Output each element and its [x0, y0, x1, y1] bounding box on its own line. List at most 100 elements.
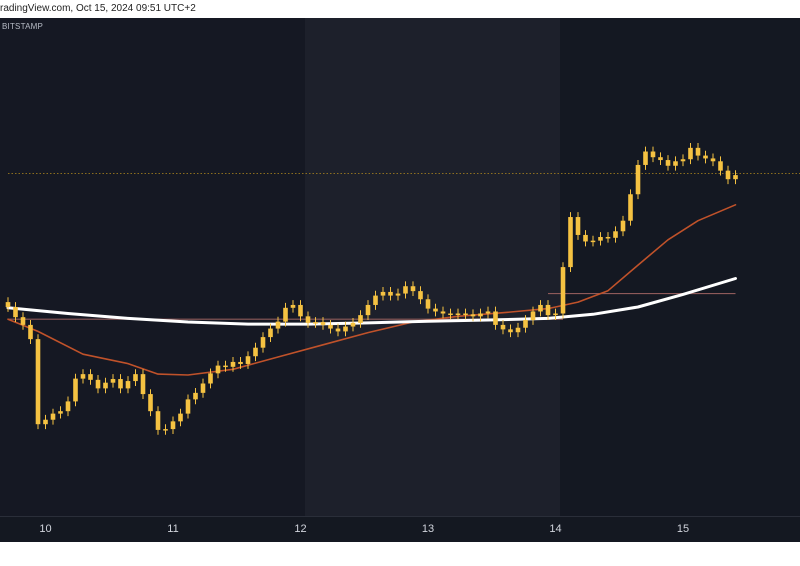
- candle-body: [13, 306, 18, 318]
- candle-body: [28, 324, 33, 340]
- candle-body: [388, 291, 393, 296]
- candle-body: [358, 315, 363, 323]
- candle-body: [703, 155, 708, 159]
- candle-body: [320, 322, 326, 325]
- candle-body: [313, 322, 318, 324]
- candle-body: [20, 317, 26, 325]
- candle-body: [718, 161, 723, 171]
- candle-body: [163, 429, 168, 431]
- candle-body: [613, 231, 618, 238]
- x-tick-label: 12: [294, 523, 307, 535]
- candle-body: [508, 329, 513, 333]
- x-tick-label: 14: [549, 523, 562, 535]
- candle-body: [695, 147, 701, 156]
- candle-body: [275, 321, 281, 329]
- candle-body: [35, 339, 41, 425]
- candle-body: [208, 373, 213, 384]
- candle-body: [545, 304, 551, 316]
- candle-body: [485, 311, 491, 314]
- candle-body: [5, 302, 11, 307]
- candle-body: [688, 147, 693, 160]
- candle-body: [538, 304, 543, 312]
- candle-body: [463, 313, 468, 315]
- candle-body: [73, 378, 78, 402]
- candle-body: [568, 217, 573, 268]
- candle-body: [620, 220, 626, 232]
- candle-body: [650, 151, 656, 158]
- candle-body: [155, 411, 161, 430]
- candle-body: [268, 328, 273, 338]
- candle-body: [440, 311, 446, 314]
- candle-body: [215, 365, 221, 374]
- candle-body: [410, 286, 416, 292]
- candle-body: [223, 365, 228, 368]
- candle-body: [95, 379, 101, 389]
- candle-body: [418, 291, 423, 300]
- candle-body: [335, 328, 341, 332]
- candle-body: [605, 236, 611, 239]
- candle-body: [50, 413, 56, 420]
- candle-body: [110, 379, 116, 383]
- candle-body: [80, 374, 86, 379]
- candle-body: [230, 361, 236, 367]
- candle-body: [140, 374, 146, 395]
- candle-body: [665, 160, 671, 166]
- candle-body: [283, 307, 288, 322]
- candle-body: [635, 164, 641, 195]
- candle-body: [65, 401, 71, 412]
- watermark-header: radingView.com, Oct 15, 2024 09:51 UTC+2: [0, 0, 800, 18]
- candle-body: [193, 392, 198, 400]
- candle-body: [395, 293, 401, 296]
- candle-body: [455, 313, 461, 315]
- candle-body: [590, 240, 596, 243]
- candle-body: [425, 299, 431, 309]
- session-band-3: [560, 18, 800, 516]
- candle-body: [125, 381, 131, 389]
- ma-fast-line: [7, 204, 737, 376]
- price-plot[interactable]: [0, 18, 800, 516]
- session-band-2: [305, 18, 560, 516]
- candle-body: [380, 291, 386, 296]
- candle-body: [523, 320, 528, 328]
- candle-body: [470, 314, 476, 317]
- candle-body: [493, 311, 498, 325]
- candle-body: [260, 337, 266, 348]
- candle-body: [253, 347, 258, 357]
- candle-body: [583, 234, 588, 242]
- candle-body: [133, 374, 138, 382]
- x-tick-label: 13: [421, 523, 435, 535]
- candle-body: [350, 322, 356, 327]
- candle-body: [343, 326, 348, 332]
- x-tick-label: 15: [676, 523, 690, 535]
- candle-body: [560, 267, 566, 314]
- candle-body: [298, 304, 303, 317]
- candle-body: [238, 361, 243, 364]
- session-band-1: [0, 18, 305, 516]
- candle-body: [148, 394, 153, 412]
- candle-body: [43, 419, 48, 425]
- candle-body: [185, 399, 191, 414]
- ma-slow-line: [6, 277, 737, 326]
- candle-body: [290, 304, 296, 308]
- candle-body: [200, 383, 206, 393]
- candle-body: [658, 157, 663, 161]
- candle-body: [673, 161, 678, 166]
- candle-body: [103, 382, 108, 389]
- candle-body: [598, 236, 603, 241]
- x-tick-label: 11: [167, 523, 179, 535]
- candle-body: [403, 286, 408, 294]
- candle-body: [628, 194, 633, 221]
- candle-body: [515, 327, 521, 333]
- footer-blank: [0, 542, 800, 566]
- candle-body: [530, 311, 536, 321]
- time-axis[interactable]: 10 11 12 13 14 15: [0, 516, 800, 542]
- candle-body: [305, 316, 311, 323]
- x-tick-label: 10: [39, 523, 52, 535]
- candle-body: [725, 170, 731, 180]
- candle-body: [553, 313, 558, 316]
- chart-area[interactable]: BITSTAMP 10 11 12 13 14 15: [0, 18, 800, 542]
- candle-body: [373, 295, 378, 305]
- candle-body: [88, 374, 93, 380]
- candle-body: [245, 356, 251, 364]
- candle-body: [575, 217, 581, 235]
